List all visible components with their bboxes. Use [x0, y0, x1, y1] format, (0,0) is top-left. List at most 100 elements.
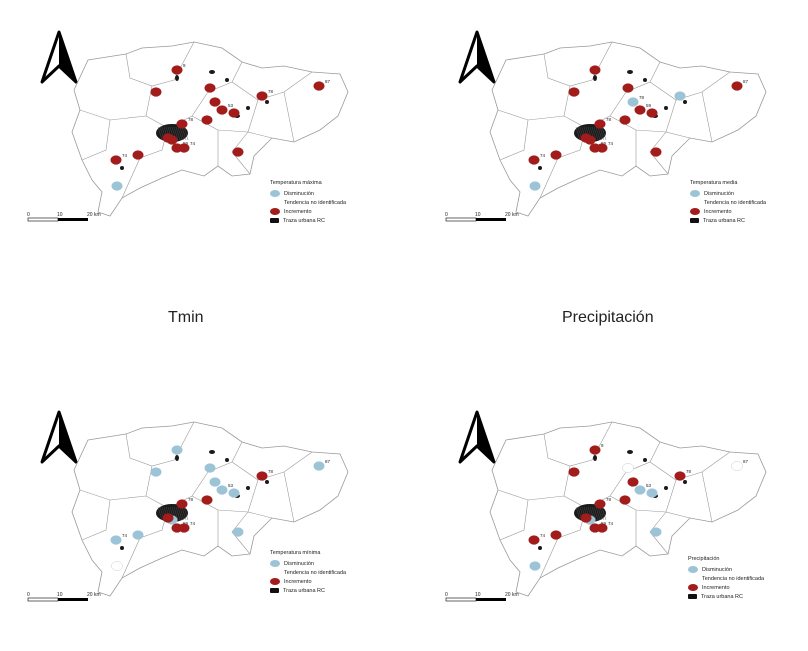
- station-label: 87: [743, 79, 749, 84]
- station-marker: 74: [596, 521, 614, 533]
- station-marker: [650, 527, 662, 537]
- legend-no-trend: Tendencia no identificada: [688, 574, 764, 583]
- station-label: 78: [606, 117, 612, 122]
- legend-no-trend-swatch: [270, 569, 280, 576]
- station-marker: 87: [313, 79, 331, 91]
- station-marker: [232, 527, 244, 537]
- station-marker: 78: [674, 469, 692, 481]
- legend-increase-swatch: [690, 208, 700, 215]
- station-marker: [201, 495, 213, 505]
- legend-increase-swatch: [270, 578, 280, 585]
- north-arrow-icon: [458, 410, 496, 464]
- legend-title: Temperatura máxima: [270, 180, 322, 186]
- station-marker: 74: [528, 153, 546, 165]
- station-marker: [580, 133, 592, 143]
- station-marker: 78: [176, 497, 194, 509]
- north-arrow-icon: [40, 30, 78, 84]
- station-label: 53: [228, 483, 234, 488]
- legend-urban-label: Traza urbana RC: [703, 217, 745, 224]
- station-marker: 78: [594, 117, 612, 129]
- svg-text:0: 0: [445, 592, 448, 598]
- station-marker: [111, 181, 123, 191]
- legend: Temperatura mínima Disminución Tendencia n…: [270, 550, 346, 595]
- legend-increase: Incremento: [688, 583, 764, 592]
- station-marker: 78: [627, 95, 645, 107]
- station-marker: [650, 147, 662, 157]
- station-marker: [580, 513, 592, 523]
- svg-text:20 km: 20 km: [87, 212, 101, 218]
- station-marker: 74: [596, 141, 614, 153]
- legend-title: Precipitación: [688, 556, 720, 562]
- legend-decrease: Disminución: [270, 559, 346, 568]
- region-boundaries: [71, 41, 349, 217]
- station-label: 53: [646, 483, 652, 488]
- legend-urban-swatch: [688, 594, 697, 599]
- scale-bar: 0 10 20 km: [445, 592, 519, 602]
- legend-decrease: Disminución: [270, 189, 346, 198]
- map-panel-tmax: 9 87 78 53 78 59 74 74 0 10 20 km Temperatura máxim…: [22, 20, 426, 270]
- station-marker: [646, 108, 658, 118]
- station-marker: 74: [110, 533, 128, 545]
- station-marker: 74: [528, 533, 546, 545]
- station-label: 78: [188, 497, 194, 502]
- station-marker: [619, 495, 631, 505]
- station-label: 59: [183, 141, 189, 146]
- station-marker: [646, 488, 658, 498]
- station-marker: [132, 530, 144, 540]
- station-marker: [204, 83, 216, 93]
- station-marker: 53: [216, 483, 234, 495]
- station-marker: 87: [731, 79, 749, 91]
- north-arrow-icon: [458, 30, 496, 84]
- legend-urban-label: Traza urbana RC: [283, 587, 325, 594]
- station-marker: [132, 150, 144, 160]
- station-marker: [209, 477, 221, 487]
- station-marker: 78: [176, 117, 194, 129]
- legend-increase-label: Incremento: [284, 208, 312, 215]
- legend-urban-swatch: [270, 218, 279, 223]
- legend-decrease-label: Disminución: [284, 560, 314, 567]
- legend-decrease-label: Disminución: [702, 566, 732, 573]
- legend-no-trend-swatch: [688, 575, 698, 582]
- station-label: 74: [608, 521, 614, 526]
- caption-precipitacion: Precipitación: [562, 309, 654, 326]
- station-marker: 87: [731, 459, 749, 471]
- station-marker: 53: [216, 103, 234, 115]
- legend-decrease-swatch: [688, 566, 698, 573]
- svg-text:0: 0: [27, 592, 30, 598]
- legend: Temperatura media Disminución Tendencia no…: [690, 180, 766, 225]
- legend-urban-label: Traza urbana RC: [701, 593, 743, 600]
- scale-bar: 0 10 20 km: [27, 592, 101, 602]
- station-marker: 87: [313, 459, 331, 471]
- legend-no-trend-label: Tendencia no identificada: [284, 199, 347, 206]
- station-label: 9: [183, 63, 186, 68]
- station-marker: 59: [634, 103, 652, 115]
- station-marker: [150, 87, 162, 97]
- station-label: 78: [268, 89, 274, 94]
- station-label: 59: [646, 103, 652, 108]
- station-marker: [232, 147, 244, 157]
- legend-increase: Incremento: [270, 577, 346, 586]
- legend-decrease-swatch: [690, 190, 700, 197]
- station-marker: [228, 488, 240, 498]
- station-label: 74: [608, 141, 614, 146]
- legend-no-trend-label: Tendencia no identificada: [704, 199, 767, 206]
- legend-no-trend-label: Tendencia no identificada: [284, 569, 347, 576]
- legend-urban: Traza urbana RC: [270, 216, 346, 225]
- station-marker: [171, 445, 183, 455]
- legend-urban-swatch: [270, 588, 279, 593]
- station-marker: 74: [110, 153, 128, 165]
- legend-increase-label: Incremento: [284, 578, 312, 585]
- legend-no-trend-label: Tendencia no identificada: [702, 575, 765, 582]
- station-label: 78: [606, 497, 612, 502]
- station-label: 74: [540, 533, 546, 538]
- station-marker: 9: [589, 443, 604, 455]
- station-marker: 78: [256, 469, 274, 481]
- svg-text:0: 0: [445, 212, 448, 218]
- station-label: 74: [190, 141, 196, 146]
- station-marker: [162, 513, 174, 523]
- station-label: 78: [686, 469, 692, 474]
- station-marker: [150, 467, 162, 477]
